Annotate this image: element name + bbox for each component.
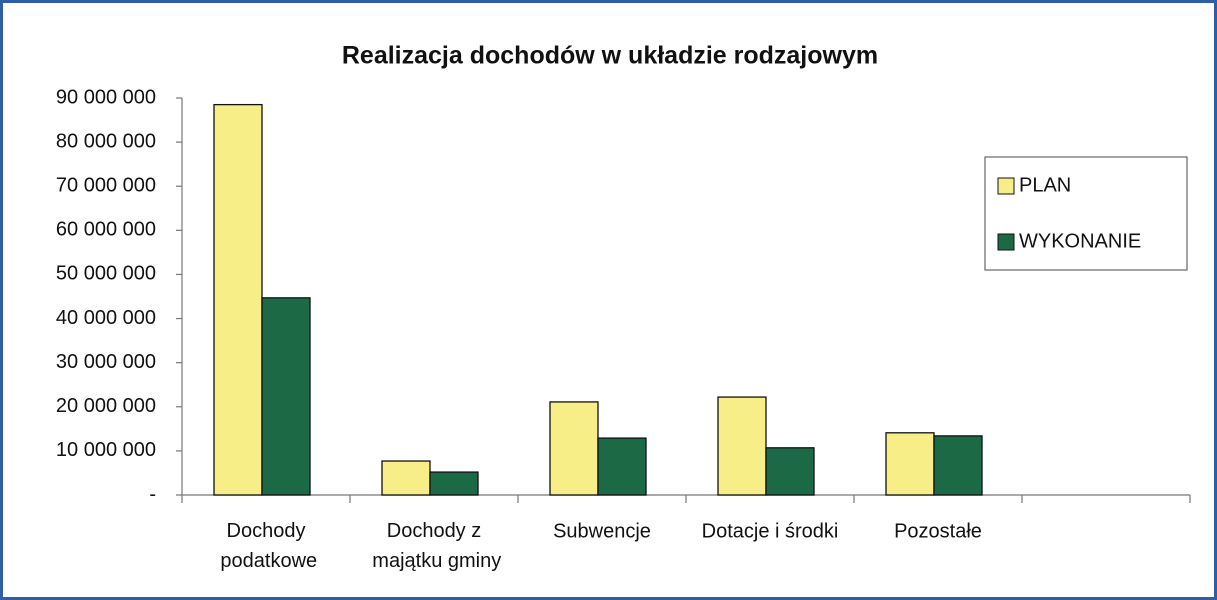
bar [381,460,431,496]
x-tick-label: Pozostałe [894,520,982,542]
x-tick-label: Dochody z majątku gminy [367,520,502,572]
y-tick-label: 10 000 000 [56,439,156,461]
y-tick-label: 70 000 000 [56,175,156,197]
y-tick-label: 30 000 000 [56,351,156,373]
bar [933,435,983,496]
bar [429,471,479,496]
y-tick-label: 80 000 000 [56,130,156,152]
bar [549,401,599,496]
y-tick-label: 20 000 000 [56,395,156,417]
bar [717,396,767,496]
bar [765,447,815,496]
legend-swatch [997,233,1015,251]
x-tick-label: Dotacje i środki [702,520,839,542]
x-tick-label: Dochody podatkowe [215,520,317,572]
y-tick-label: 40 000 000 [56,307,156,329]
legend-label: PLAN [1019,174,1071,196]
y-tick-label: 50 000 000 [56,263,156,285]
bar [213,103,263,496]
y-tick-label: - [149,483,156,505]
y-tick-label: 90 000 000 [56,86,156,108]
bar [885,432,935,496]
legend-box [984,156,1188,271]
bar [261,297,311,496]
y-tick-label: 60 000 000 [56,219,156,241]
x-tick-label: Subwencje [553,520,651,542]
chart-title: Realizacja dochodów w układzie rodzajowy… [342,42,878,70]
legend-label: WYKONANIE [1019,230,1141,252]
legend-swatch [997,177,1015,195]
bar [597,437,647,496]
